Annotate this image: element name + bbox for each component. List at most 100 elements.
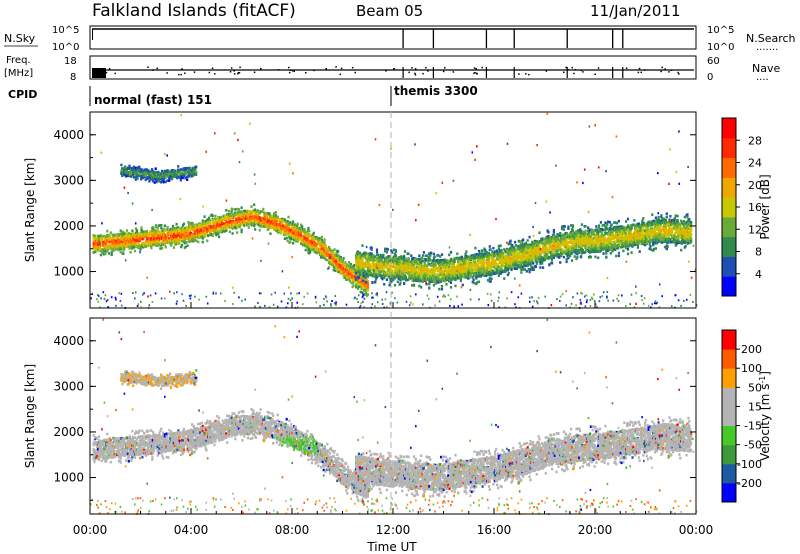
scatter-cell <box>181 226 184 230</box>
scatter-cell <box>128 247 131 250</box>
nsky-right-tick-top: 10^5 <box>707 25 734 36</box>
scatter-cell <box>208 225 211 228</box>
scatter-cell <box>157 243 160 246</box>
scatter-cell <box>448 253 451 257</box>
scatter-cell <box>175 236 178 240</box>
scatter-cell <box>285 232 288 236</box>
scatter-cell <box>141 241 144 245</box>
scatter-cell <box>249 210 252 213</box>
scatter-cell <box>453 260 456 264</box>
scatter-cell <box>232 216 235 219</box>
scatter-cell <box>96 245 99 249</box>
scatter-cell <box>235 218 238 222</box>
scatter-cell <box>131 246 134 250</box>
scatter-cell <box>231 232 234 235</box>
scatter-cell <box>145 230 148 233</box>
scatter-cell <box>433 272 436 276</box>
scatter-cell <box>368 263 371 266</box>
scatter-cell <box>323 241 326 245</box>
freq-dot <box>545 70 548 72</box>
scatter-cell <box>371 281 374 284</box>
scatter-cell <box>242 210 245 213</box>
scatter-cell <box>532 262 535 265</box>
scatter-cell <box>422 251 425 254</box>
scatter-cell <box>236 207 239 211</box>
scatter-cell <box>197 240 200 244</box>
freq-dot <box>414 68 417 70</box>
scatter-cell <box>538 244 541 247</box>
scatter-cell <box>154 225 157 229</box>
scatter-cell <box>150 238 153 242</box>
freq-dot <box>425 67 427 69</box>
scatter-cell <box>433 255 436 259</box>
nsky-frame <box>89 25 697 50</box>
scatter-cell <box>225 229 228 232</box>
scatter-cell <box>296 223 299 226</box>
scatter-cell <box>312 231 315 235</box>
scatter-cell <box>101 239 104 243</box>
scatter-cell <box>95 242 98 245</box>
scatter-cell <box>342 257 345 260</box>
scatter-cell <box>209 230 212 234</box>
scatter-cell <box>278 217 281 221</box>
scatter-cell <box>489 248 492 251</box>
scatter-cell <box>156 226 159 230</box>
scatter-cell <box>142 237 145 240</box>
freq-left-tick-bottom: 8 <box>70 72 76 83</box>
scatter-cell <box>538 231 541 234</box>
freq-trace <box>92 66 694 78</box>
cpid-label: CPID <box>8 88 37 101</box>
scatter-cell <box>394 250 397 254</box>
scatter-cell <box>112 236 115 240</box>
scatter-cell <box>287 221 290 224</box>
scatter-cell <box>282 233 286 237</box>
scatter-cell <box>269 232 272 235</box>
scatter-cell <box>385 278 388 281</box>
scatter-cell <box>250 205 253 208</box>
scatter-cell <box>410 254 413 257</box>
scatter-cell <box>207 220 210 223</box>
scatter-cell <box>110 250 113 253</box>
scatter-cell <box>449 251 453 254</box>
cpid-segment-2: themis 3300 <box>394 84 478 98</box>
freq-dot <box>414 72 416 75</box>
scatter-cell <box>429 258 432 262</box>
scatter-cell <box>289 221 292 224</box>
scatter-cell <box>134 249 137 253</box>
scatter-cell <box>244 220 247 223</box>
freq-dot <box>473 67 476 69</box>
freq-unit-label: [MHz] <box>4 68 33 79</box>
scatter-cell <box>219 225 222 229</box>
scatter-cell <box>407 252 410 256</box>
scatter-cell <box>449 281 453 284</box>
scatter-cell <box>539 266 542 269</box>
freq-dot <box>678 73 680 75</box>
scatter-cell <box>289 240 292 244</box>
freq-dot <box>230 67 233 69</box>
scatter-cell <box>231 208 234 211</box>
freq-right-tick-top: 60 <box>707 56 720 67</box>
scatter-cell <box>120 230 123 233</box>
nsky-left-tick-bottom: 10^0 <box>52 42 79 53</box>
scatter-cell <box>100 236 103 240</box>
scatter-cell <box>256 212 259 216</box>
scatter-cell <box>228 219 231 222</box>
scatter-cell <box>155 241 158 245</box>
scatter-cell <box>250 219 253 222</box>
nsky-trace <box>92 28 694 48</box>
freq-dot <box>147 66 149 68</box>
scatter-cell <box>157 240 160 243</box>
scatter-cell <box>533 268 536 271</box>
scatter-cell <box>196 223 199 227</box>
scatter-cell <box>535 262 538 265</box>
scatter-cell <box>233 214 236 217</box>
scatter-cell <box>262 207 265 211</box>
freq-dot <box>573 72 575 75</box>
scatter-cell <box>203 215 206 218</box>
freq-dot <box>525 73 527 75</box>
scatter-cell <box>138 239 141 242</box>
scatter-cell <box>213 221 216 224</box>
scatter-cell <box>181 228 185 231</box>
scatter-cell <box>157 224 160 227</box>
freq-frame <box>89 55 697 80</box>
